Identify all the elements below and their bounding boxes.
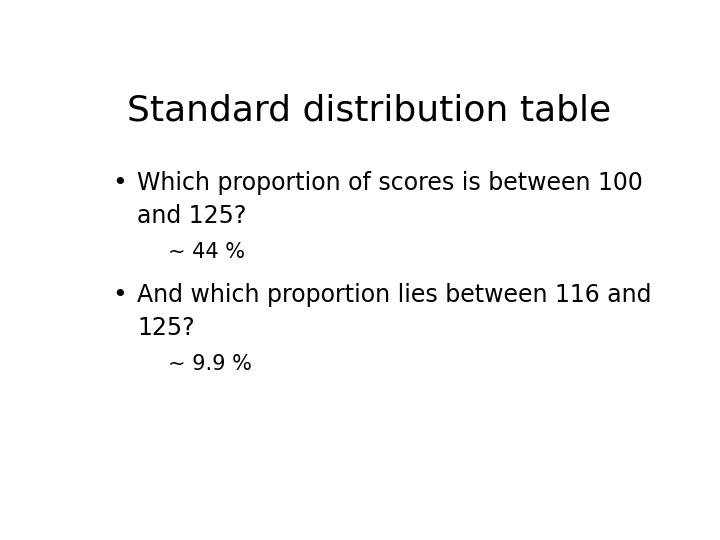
Text: 125?: 125?: [138, 316, 195, 340]
Text: ~ 44 %: ~ 44 %: [168, 241, 245, 261]
Text: •: •: [112, 283, 127, 307]
Text: •: •: [112, 171, 127, 195]
Text: and 125?: and 125?: [138, 204, 247, 228]
Text: And which proportion lies between 116 and: And which proportion lies between 116 an…: [138, 283, 652, 307]
Text: Standard distribution table: Standard distribution table: [127, 94, 611, 128]
Text: ~ 9.9 %: ~ 9.9 %: [168, 354, 252, 374]
Text: Which proportion of scores is between 100: Which proportion of scores is between 10…: [138, 171, 643, 195]
